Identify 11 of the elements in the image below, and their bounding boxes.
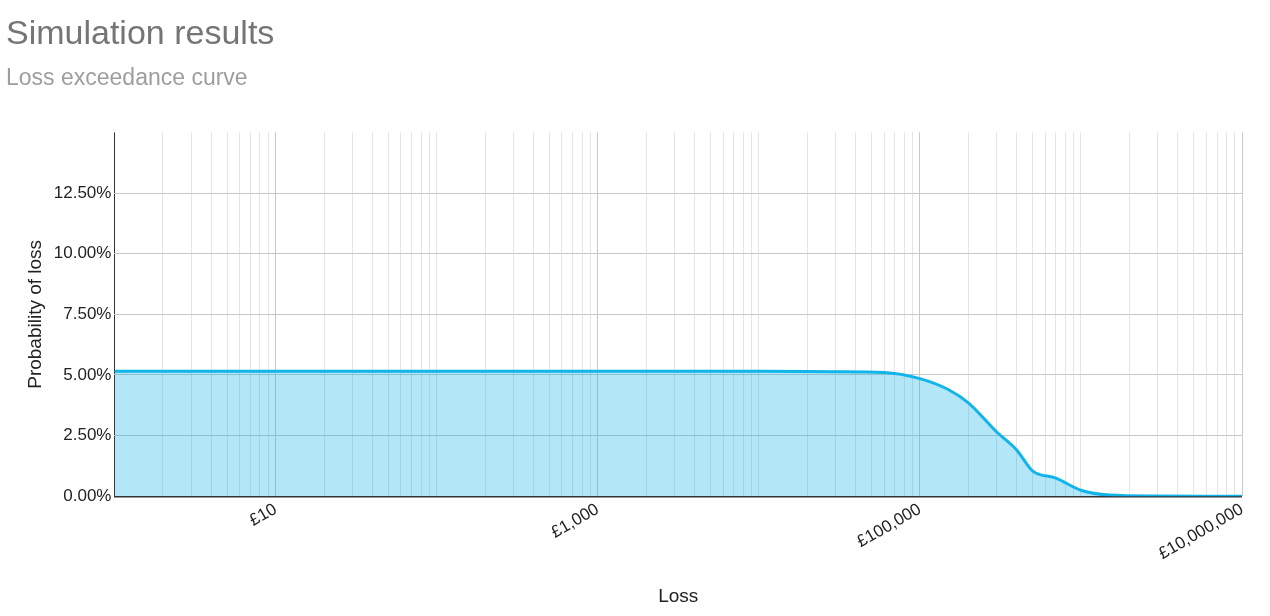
y-axis-title: Probability of loss	[23, 239, 45, 389]
y-tick-label: 12.50%	[53, 182, 112, 202]
x-axis-title: Loss	[658, 584, 699, 606]
y-tick-label: 2.50%	[63, 425, 112, 445]
y-tick-label: 10.00%	[53, 243, 112, 263]
y-tick-label: 0.00%	[63, 485, 112, 505]
y-tick-label: 7.50%	[63, 304, 112, 324]
chart-subtitle: Loss exceedance curve	[6, 63, 248, 90]
y-tick-label: 5.00%	[63, 364, 112, 384]
chart-title: Simulation results	[6, 12, 275, 51]
x-tick-label: £10	[245, 499, 280, 530]
